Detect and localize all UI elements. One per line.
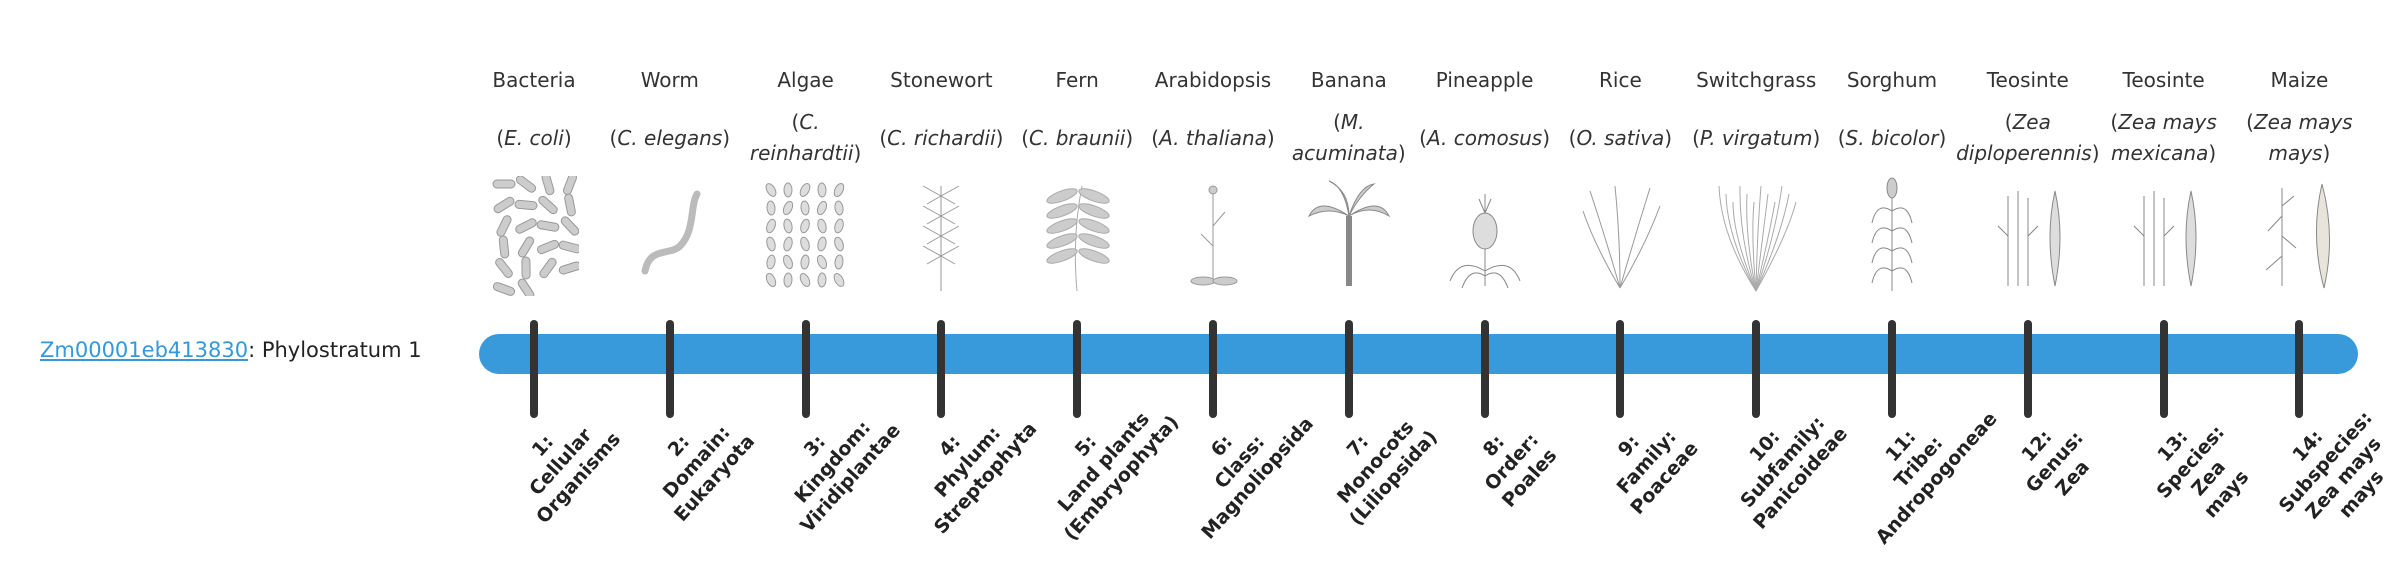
- organism-column: Pineapple (A. comosus) 8: Order: Poales: [1417, 0, 1561, 580]
- species-name: A. thaliana: [1159, 125, 1267, 150]
- organism-species: (C. reinhardtii): [749, 110, 862, 165]
- stonewort-icon: [923, 185, 960, 291]
- organism-common-name: Pineapple: [1435, 68, 1534, 92]
- organism-species: (Zea diploperennis): [1956, 110, 2100, 165]
- organism-column: Bacteria (E. coli) 1: Cellular Organisms: [466, 0, 625, 580]
- species-name: A. comosus: [1426, 125, 1543, 150]
- switchgrass-icon: [1718, 185, 1797, 292]
- phylostrata-bar: [479, 334, 2358, 374]
- species-name: O. sativa: [1576, 125, 1665, 150]
- organism-column: Stonewort (C. richardii) 4: Phylum: Streptop…: [873, 0, 1041, 580]
- species-name: C. elegans: [617, 125, 723, 150]
- organism-species: (A. comosus): [1419, 125, 1551, 150]
- organism-common-name: Worm: [640, 68, 699, 92]
- organism-column: Banana (M. acuminata) 7: Monocots (Liliopsid…: [1281, 0, 1442, 580]
- species-name: C. richardii: [887, 125, 996, 150]
- organism-species: (Zea mays mays): [2246, 110, 2353, 165]
- fern-icon: [1046, 185, 1110, 292]
- stratum-tick: [1480, 320, 1489, 418]
- organism-species: (M. acuminata): [1291, 110, 1406, 165]
- organism-common-name: Algae: [777, 68, 834, 92]
- organism-species: (P. virgatum): [1692, 125, 1821, 150]
- organism-common-name: Rice: [1599, 68, 1642, 92]
- organism-common-name: Teosinte: [1986, 68, 2069, 92]
- stratum-tick: [2295, 320, 2304, 418]
- organism-species: (O. sativa): [1568, 125, 1673, 150]
- bacteria-icon: [492, 176, 579, 296]
- organism-column: Teosinte (Zea diploperennis) 12: Genus: Zea: [1956, 0, 2100, 580]
- species-name: E. coli: [504, 125, 564, 150]
- organism-column: Maize (Zea mays mays) 14: Subspecies: Zea ma…: [2231, 0, 2388, 580]
- organism-column: Arabidopsis (A. thaliana) 6: Class: Magnolio…: [1145, 0, 1318, 580]
- organism-column: Switchgrass (P. virgatum) 10: Subfamily: Pan…: [1688, 0, 1852, 580]
- stratum-tick: [530, 320, 538, 418]
- stratum-tick: [937, 320, 946, 418]
- sorghum-icon: [1871, 177, 1913, 291]
- stratum-tick: [801, 320, 810, 418]
- organism-species: (C. braunii): [1021, 125, 1134, 150]
- organism-species: (A. thaliana): [1151, 125, 1275, 150]
- organism-species: (C. elegans): [609, 125, 731, 150]
- stratum-tick: [1752, 320, 1761, 418]
- organism-common-name: Fern: [1055, 68, 1099, 92]
- organism-column: Fern (C. braunii) 5: Land plants (Embryophyt…: [1009, 0, 1183, 580]
- rice-icon: [1582, 185, 1661, 289]
- species-name: Zea mays mexicana: [2111, 110, 2217, 165]
- stratum-tick: [2159, 320, 2168, 418]
- organism-species: (S. bicolor): [1837, 125, 1947, 150]
- organism-column: Sorghum (S. bicolor) 11: Tribe: Andropogonea…: [1824, 0, 2002, 580]
- organism-common-name: Arabidopsis: [1154, 68, 1272, 92]
- species-name: M. acuminata: [1291, 110, 1398, 165]
- organism-common-name: Teosinte: [2122, 68, 2205, 92]
- organism-column: Algae (C. reinhardtii) 3: Kingdom: Viridipla…: [738, 0, 905, 580]
- organism-column: Teosinte (Zea mays mexicana) 13: Species: Ze…: [2096, 0, 2252, 580]
- algae-icon: [765, 182, 844, 288]
- stratum-tick: [1073, 320, 1082, 418]
- species-name: Zea mays mays: [2253, 110, 2353, 165]
- banana-icon: [1307, 180, 1391, 286]
- organism-common-name: Sorghum: [1846, 68, 1938, 92]
- organism-common-name: Maize: [2270, 68, 2329, 92]
- organism-species: (Zea mays mexicana): [2110, 110, 2217, 165]
- pineapple-icon: [1449, 194, 1521, 289]
- organism-species: (C. richardii): [879, 125, 1004, 150]
- species-name: Zea diploperennis: [1956, 110, 2092, 165]
- organism-common-name: Stonewort: [890, 68, 993, 92]
- phylostratum-text: : Phylostratum 1: [248, 338, 422, 362]
- teosinte-icon: [1997, 190, 2061, 287]
- stratum-label: 14: Subspecies: Zea mays mays: [2243, 375, 2400, 566]
- organism-species: (E. coli): [496, 125, 572, 150]
- stratum-tick: [1209, 320, 1217, 418]
- species-name: P. virgatum: [1699, 125, 1813, 150]
- stratum-tick: [665, 320, 674, 418]
- stratum-tick: [1344, 320, 1353, 418]
- worm-icon: [641, 190, 701, 275]
- maize-icon: [2266, 183, 2331, 289]
- arabidopsis-icon: [1190, 185, 1238, 286]
- species-name: S. bicolor: [1845, 125, 1939, 150]
- species-name: C. reinhardtii: [749, 110, 854, 165]
- gene-label: Zm00001eb413830: Phylostratum 1: [40, 338, 422, 362]
- organism-common-name: Bacteria: [492, 68, 576, 92]
- stratum-tick: [1888, 320, 1896, 418]
- teosinte-icon: [2133, 190, 2197, 287]
- species-name: C. braunii: [1029, 125, 1126, 150]
- organism-column: Rice (O. sativa) 9: Family: Poaceae: [1552, 0, 1703, 580]
- stratum-tick: [2023, 320, 2032, 418]
- organism-common-name: Switchgrass: [1696, 68, 1817, 92]
- organism-column: Worm (C. elegans) 2: Domain: Eukaryota: [602, 0, 759, 580]
- gene-id-link[interactable]: Zm00001eb413830: [40, 338, 249, 362]
- organism-common-name: Banana: [1310, 68, 1387, 92]
- stratum-tick: [1616, 320, 1625, 418]
